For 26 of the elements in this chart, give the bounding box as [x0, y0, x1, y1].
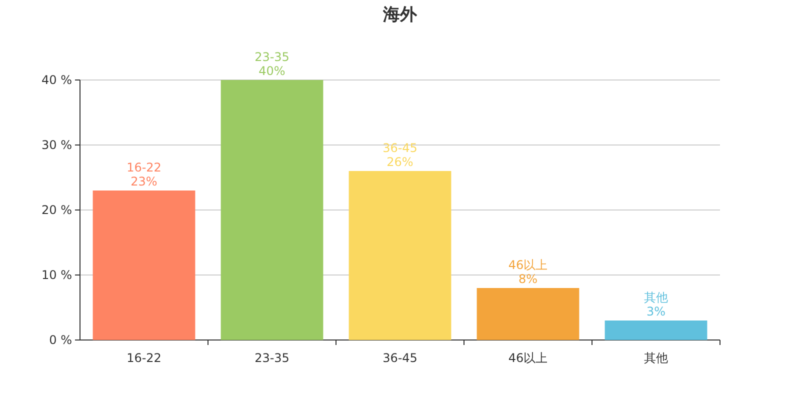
category-label: 23-35 [254, 50, 290, 64]
bar [476, 288, 580, 340]
x-tick-label: 16-22 [126, 351, 162, 365]
bar [604, 320, 708, 340]
y-tick-label: 30 % [42, 138, 72, 152]
data-label: 8% [518, 272, 538, 286]
data-label: 3% [646, 304, 666, 318]
bar [220, 80, 324, 340]
y-tick-label: 20 % [42, 203, 72, 217]
data-label: 40% [258, 64, 286, 78]
data-label: 26% [386, 155, 414, 169]
chart-title: 海外 [382, 5, 418, 25]
data-label: 23% [130, 174, 158, 188]
x-tick-label: 36-45 [382, 351, 418, 365]
category-label: 46以上 [508, 258, 548, 272]
category-label: 其他 [644, 290, 668, 304]
y-tick-label: 40 % [42, 73, 72, 87]
y-tick-label: 0 % [49, 333, 72, 347]
x-tick-label: 23-35 [254, 351, 290, 365]
bar [92, 190, 196, 340]
bar [348, 171, 452, 340]
x-tick-label: 其他 [644, 351, 668, 365]
category-label: 16-22 [126, 160, 162, 174]
x-tick-label: 46以上 [508, 351, 548, 365]
y-tick-label: 10 % [42, 268, 72, 282]
category-label: 36-45 [382, 141, 418, 155]
